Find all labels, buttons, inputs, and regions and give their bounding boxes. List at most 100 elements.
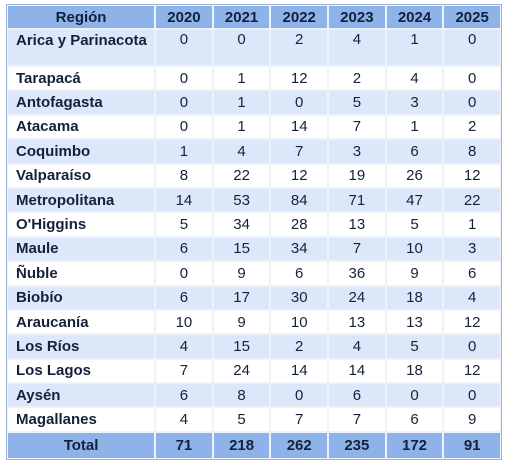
table-row: Biobío 6 17 30 24 18 4 [7, 285, 501, 310]
cell-value: 0 [212, 29, 271, 66]
cell-value: 22 [443, 187, 501, 213]
cell-value: 7 [328, 114, 386, 140]
region-name: Metropolitana [7, 187, 156, 213]
cell-value: 0 [155, 261, 213, 286]
cell-value: 0 [155, 90, 213, 115]
cell-value: 9 [443, 407, 501, 432]
region-name: Antofagasta [7, 90, 156, 115]
cell-value: 4 [212, 139, 271, 164]
cell-value: 28 [270, 212, 329, 237]
table-row: Coquimbo 1 4 7 3 6 8 [7, 139, 501, 164]
cell-value: 19 [328, 163, 386, 188]
cell-value: 0 [443, 66, 501, 91]
cell-value: 26 [385, 163, 444, 188]
cell-value: 12 [270, 66, 329, 91]
table-row: Aysén 6 8 0 6 0 0 [7, 383, 501, 408]
cell-value: 12 [443, 358, 501, 384]
cell-value: 34 [212, 212, 271, 237]
cell-value: 4 [155, 334, 213, 359]
cell-value: 5 [328, 90, 386, 115]
cell-value: 71 [328, 187, 386, 213]
cell-value: 1 [212, 90, 271, 115]
cell-value: 0 [270, 383, 329, 408]
cell-value: 5 [155, 212, 213, 237]
table-row: Arica y Parinacota 0 0 2 4 1 0 [7, 29, 501, 66]
total-value: 262 [270, 431, 329, 459]
cell-value: 14 [270, 114, 329, 140]
region-name: Ñuble [7, 261, 156, 286]
cell-value: 53 [212, 187, 271, 213]
cell-value: 84 [270, 187, 329, 213]
cell-value: 2 [270, 334, 329, 359]
cell-value: 13 [385, 309, 444, 335]
table-row: Maule 6 15 34 7 10 3 [7, 236, 501, 262]
region-name: Tarapacá [7, 66, 156, 91]
cell-value: 6 [385, 407, 444, 432]
table-row: Metropolitana 14 53 84 71 47 22 [7, 187, 501, 213]
header-year: 2020 [155, 5, 213, 29]
cell-value: 0 [443, 29, 501, 66]
region-name: Arica y Parinacota [7, 29, 156, 66]
cell-value: 24 [328, 285, 386, 310]
data-table-container: Región 2020 2021 2022 2023 2024 2025 Ari… [6, 4, 502, 460]
cell-value: 8 [443, 139, 501, 164]
table-row: Magallanes 4 5 7 7 6 9 [7, 407, 501, 432]
header-year: 2021 [212, 5, 271, 29]
cell-value: 6 [155, 236, 213, 262]
cell-value: 4 [328, 334, 386, 359]
table-row: Antofagasta 0 1 0 5 3 0 [7, 90, 501, 115]
total-value: 172 [385, 431, 444, 459]
cell-value: 0 [155, 29, 213, 66]
cell-value: 1 [385, 29, 444, 66]
region-name: O'Higgins [7, 212, 156, 237]
region-name: Los Lagos [7, 358, 156, 384]
cell-value: 0 [443, 90, 501, 115]
cell-value: 6 [155, 285, 213, 310]
region-name: Magallanes [7, 407, 156, 432]
cell-value: 1 [212, 66, 271, 91]
table-row: Los Ríos 4 15 2 4 5 0 [7, 334, 501, 359]
cell-value: 34 [270, 236, 329, 262]
cell-value: 1 [212, 114, 271, 140]
cell-value: 12 [270, 163, 329, 188]
header-year: 2023 [328, 5, 386, 29]
cell-value: 7 [270, 139, 329, 164]
cell-value: 5 [385, 212, 444, 237]
region-name: Araucanía [7, 309, 156, 335]
cell-value: 3 [443, 236, 501, 262]
header-year: 2024 [385, 5, 444, 29]
header-row: Región 2020 2021 2022 2023 2024 2025 [7, 5, 501, 29]
cell-value: 18 [385, 285, 444, 310]
cell-value: 0 [385, 383, 444, 408]
cell-value: 0 [155, 114, 213, 140]
table-row: Araucanía 10 9 10 13 13 12 [7, 309, 501, 335]
cell-value: 12 [443, 163, 501, 188]
cell-value: 22 [212, 163, 271, 188]
cell-value: 12 [443, 309, 501, 335]
cell-value: 0 [155, 66, 213, 91]
cell-value: 8 [212, 383, 271, 408]
region-name: Aysén [7, 383, 156, 408]
region-name: Maule [7, 236, 156, 262]
table-row: Tarapacá 0 1 12 2 4 0 [7, 66, 501, 91]
cell-value: 6 [155, 383, 213, 408]
region-name: Atacama [7, 114, 156, 140]
cell-value: 6 [443, 261, 501, 286]
cell-value: 9 [385, 261, 444, 286]
cell-value: 1 [443, 212, 501, 237]
cell-value: 2 [328, 66, 386, 91]
cell-value: 7 [328, 236, 386, 262]
cell-value: 7 [328, 407, 386, 432]
table-body: Arica y Parinacota 0 0 2 4 1 0 Tarapacá 0 1 12 2 4 0 A… [7, 29, 501, 432]
cell-value: 10 [270, 309, 329, 335]
cell-value: 1 [385, 114, 444, 140]
cell-value: 6 [270, 261, 329, 286]
cell-value: 6 [385, 139, 444, 164]
region-name: Coquimbo [7, 139, 156, 164]
cell-value: 6 [328, 383, 386, 408]
cell-value: 4 [155, 407, 213, 432]
cell-value: 4 [385, 66, 444, 91]
cell-value: 15 [212, 334, 271, 359]
total-value: 218 [212, 431, 271, 459]
table-row: Valparaíso 8 22 12 19 26 12 [7, 163, 501, 188]
